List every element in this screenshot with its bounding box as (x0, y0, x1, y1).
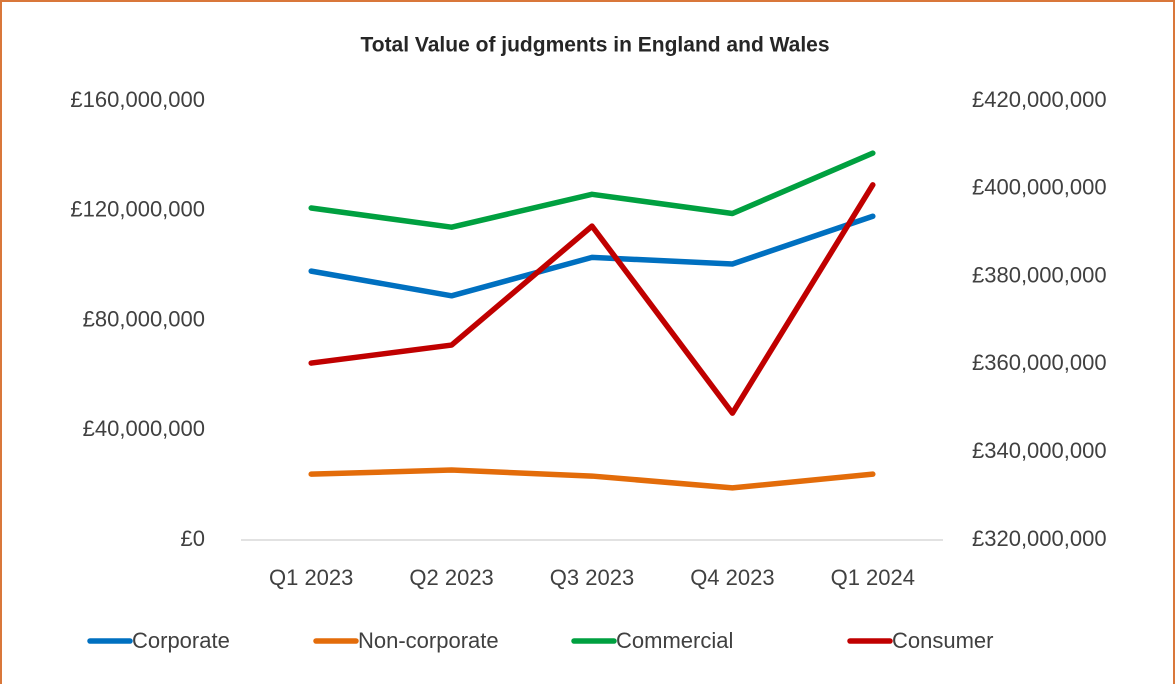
y-tick-label: £80,000,000 (83, 306, 205, 331)
series-line (308, 150, 876, 230)
y-tick-label: £40,000,000 (83, 416, 205, 441)
chart-title: Total Value of judgments in England and … (360, 34, 829, 57)
series-line (308, 467, 876, 491)
y2-tick-label: £340,000,000 (972, 438, 1107, 463)
y-tick-label: £0 (181, 526, 205, 551)
legend-label: Corporate (132, 628, 230, 653)
series-line (308, 182, 876, 416)
y2-tick-label: £380,000,000 (972, 262, 1107, 287)
x-tick-label: Q4 2023 (690, 565, 774, 590)
legend-label: Commercial (616, 628, 733, 653)
y2-tick-label: £320,000,000 (972, 526, 1107, 551)
y-tick-label: £120,000,000 (70, 197, 205, 222)
legend-label: Consumer (892, 628, 993, 653)
x-tick-label: Q3 2023 (550, 565, 634, 590)
x-tick-label: Q1 2023 (269, 565, 353, 590)
series-line (308, 213, 876, 299)
x-tick-label: Q2 2023 (409, 565, 493, 590)
y2-tick-label: £360,000,000 (972, 350, 1107, 375)
legend-label: Non-corporate (358, 628, 499, 653)
y2-tick-label: £400,000,000 (972, 175, 1107, 200)
x-tick-label: Q1 2024 (831, 565, 915, 590)
y-tick-label: £160,000,000 (70, 87, 205, 112)
y2-tick-label: £420,000,000 (972, 87, 1107, 112)
